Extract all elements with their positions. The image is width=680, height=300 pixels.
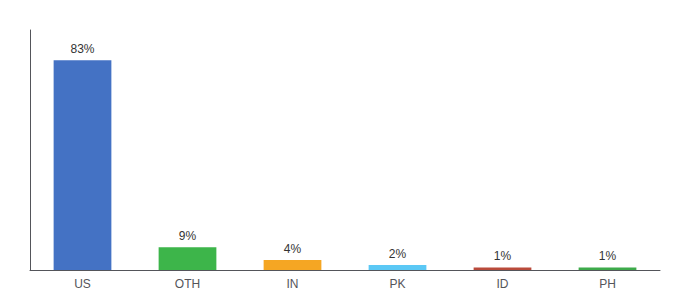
svg-text:IN: IN [287, 277, 299, 291]
svg-text:1%: 1% [599, 249, 617, 263]
svg-text:1%: 1% [494, 249, 512, 263]
svg-text:PH: PH [599, 277, 616, 291]
svg-text:PK: PK [389, 277, 405, 291]
svg-text:83%: 83% [70, 42, 94, 56]
svg-text:4%: 4% [284, 242, 302, 256]
svg-text:2%: 2% [389, 247, 407, 261]
svg-text:9%: 9% [179, 229, 197, 243]
svg-text:ID: ID [497, 277, 509, 291]
svg-text:OTH: OTH [175, 277, 200, 291]
svg-text:US: US [74, 277, 91, 291]
